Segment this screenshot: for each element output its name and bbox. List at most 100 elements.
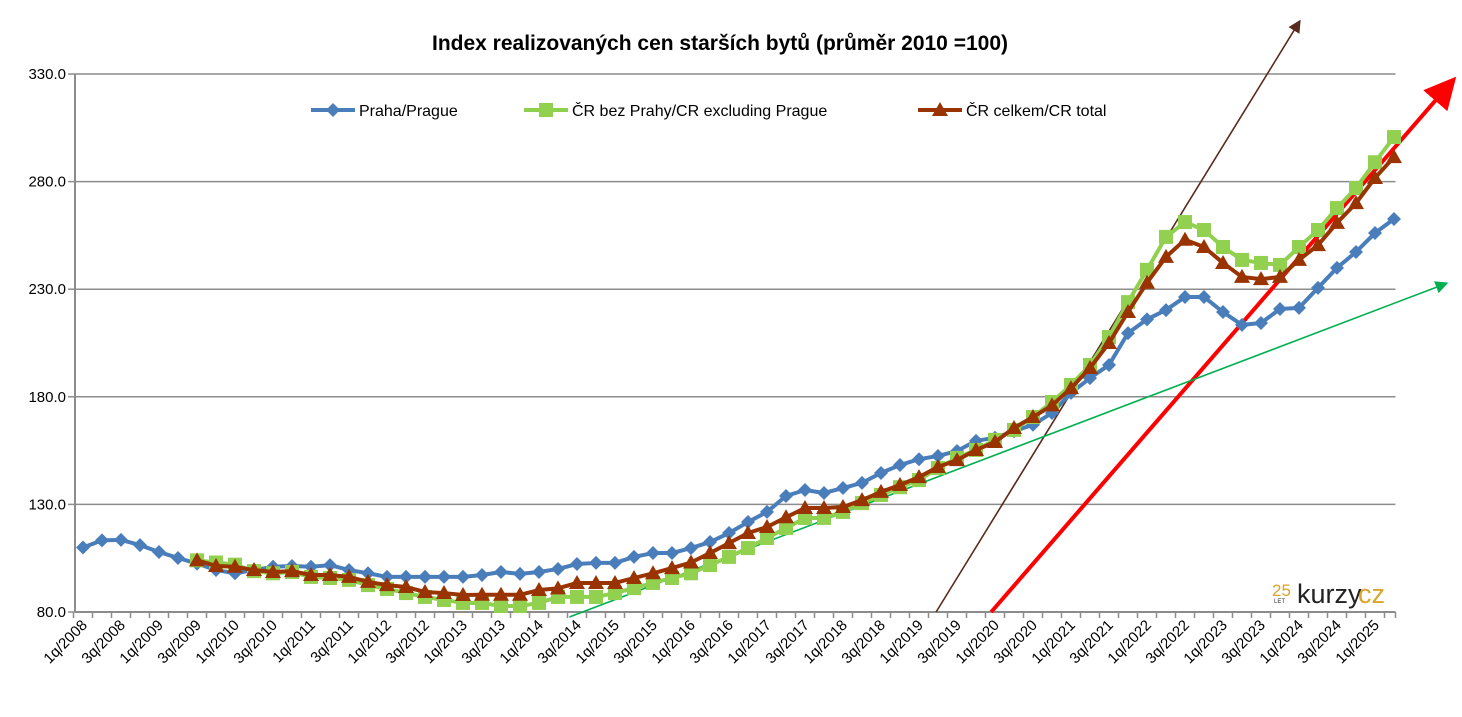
data-point <box>817 510 831 525</box>
data-point <box>1330 201 1344 216</box>
data-point <box>892 477 908 492</box>
data-point <box>779 489 793 504</box>
data-point <box>1311 280 1325 295</box>
data-point <box>114 532 128 547</box>
data-point <box>798 482 812 497</box>
data-point <box>1216 305 1230 320</box>
data-point <box>284 563 300 578</box>
series-line <box>196 155 1396 597</box>
data-point <box>361 566 375 581</box>
data-point <box>1158 248 1174 263</box>
data-point <box>1197 289 1211 304</box>
data-point <box>854 492 870 507</box>
data-point <box>551 561 565 576</box>
data-point <box>1102 357 1116 372</box>
data-point <box>911 469 927 484</box>
data-point <box>569 574 585 589</box>
data-point <box>627 549 641 564</box>
data-point <box>513 566 527 581</box>
data-point <box>722 526 736 541</box>
data-point <box>588 574 604 589</box>
data-point <box>1254 255 1268 270</box>
series-line <box>196 135 1396 608</box>
data-point <box>532 564 546 579</box>
data-point <box>873 483 889 498</box>
data-point <box>912 452 926 467</box>
data-point <box>1311 223 1325 238</box>
data-point <box>684 566 698 581</box>
data-point <box>1044 397 1060 412</box>
data-point <box>665 570 679 585</box>
data-point <box>456 569 470 584</box>
data-point <box>1235 317 1249 332</box>
data-point <box>1196 239 1212 254</box>
data-point <box>532 595 546 610</box>
data-point <box>741 541 755 556</box>
data-point <box>570 589 584 604</box>
data-point <box>1120 304 1136 319</box>
data-point <box>1330 260 1344 275</box>
data-point <box>246 562 262 577</box>
data-point <box>760 530 774 545</box>
data-point <box>608 555 622 570</box>
series-line <box>82 217 1396 579</box>
data-point <box>417 583 433 598</box>
y-tick-label: 330.0 <box>28 66 66 83</box>
data-point <box>1292 240 1306 255</box>
data-point <box>665 546 679 561</box>
data-point <box>949 452 965 467</box>
data-point <box>816 500 832 515</box>
data-point <box>1082 359 1098 374</box>
data-point <box>493 586 509 601</box>
data-point <box>323 558 337 573</box>
data-point <box>931 448 945 463</box>
data-point <box>474 586 490 601</box>
y-tick-label: 130.0 <box>28 496 66 513</box>
data-point <box>1140 262 1154 277</box>
data-point <box>171 550 185 565</box>
data-point <box>1177 231 1193 246</box>
data-point <box>836 481 850 496</box>
data-point <box>1159 229 1173 244</box>
data-point <box>437 569 451 584</box>
data-point <box>683 554 699 569</box>
data-point <box>1006 420 1022 435</box>
data-point <box>626 569 642 584</box>
data-point <box>1159 303 1173 318</box>
data-point <box>494 564 508 579</box>
data-point <box>987 433 1003 448</box>
data-point <box>513 598 527 613</box>
data-point <box>152 544 166 559</box>
data-point <box>1272 268 1288 283</box>
data-point <box>1368 226 1382 241</box>
data-point <box>968 441 984 456</box>
trend-arrow <box>989 76 1457 614</box>
y-tick-label: 180.0 <box>28 389 66 406</box>
chart-title: Index realizovaných cen starších bytů (p… <box>432 32 1008 55</box>
legend-label: ČR bez Prahy/CR excluding Prague <box>572 101 827 120</box>
data-point <box>1253 271 1269 286</box>
data-point <box>646 546 660 561</box>
data-point <box>379 577 395 592</box>
data-point <box>930 458 946 473</box>
svg-text:LET: LET <box>1274 599 1285 605</box>
data-point <box>702 545 718 560</box>
y-tick-label: 230.0 <box>28 281 66 298</box>
data-point <box>399 569 413 584</box>
data-point <box>721 535 737 550</box>
data-point <box>95 533 109 548</box>
data-point <box>932 102 948 116</box>
data-point <box>684 541 698 556</box>
data-point <box>778 509 794 524</box>
svg-text:cz: cz <box>1358 579 1385 609</box>
data-point <box>322 566 338 581</box>
data-point <box>779 521 793 536</box>
kurzy-logo: 25 LET kurzy cz <box>1272 579 1385 609</box>
data-point <box>1273 257 1287 272</box>
data-point <box>797 500 813 515</box>
data-point <box>589 589 603 604</box>
series-diamond <box>76 212 1401 584</box>
data-point <box>475 567 489 582</box>
data-point <box>1139 274 1155 289</box>
